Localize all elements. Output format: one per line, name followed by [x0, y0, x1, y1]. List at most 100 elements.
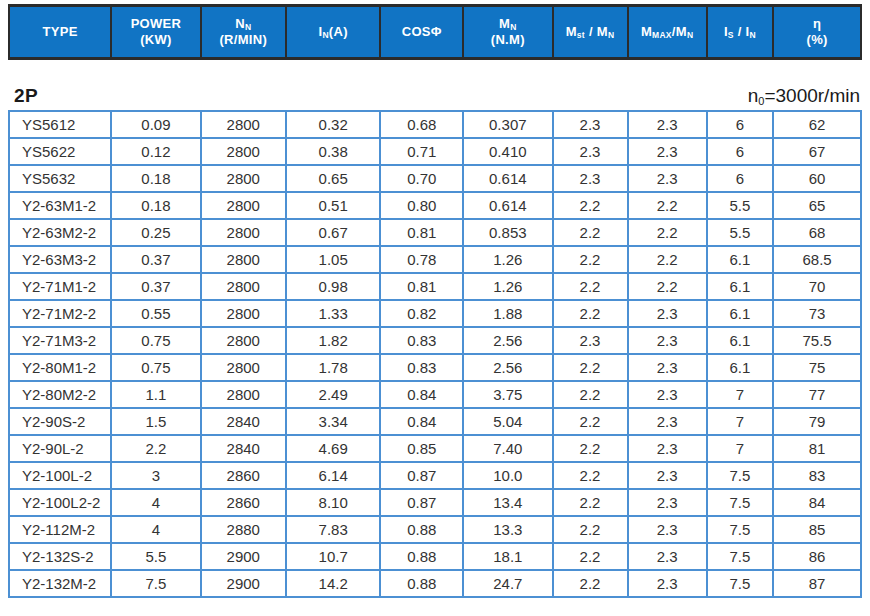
- value-cell: 2.2: [553, 543, 628, 570]
- value-cell: 0.81: [380, 219, 463, 246]
- value-cell: 2.3: [628, 435, 707, 462]
- value-cell: 62: [773, 111, 861, 138]
- value-cell: 2.2: [628, 246, 707, 273]
- value-cell: 0.85: [380, 435, 463, 462]
- col-header-power: POWER(KW): [111, 6, 200, 59]
- value-cell: 13.3: [463, 516, 552, 543]
- value-cell: 4: [111, 516, 200, 543]
- value-cell: 2.2: [628, 219, 707, 246]
- type-cell: YS5622: [9, 138, 111, 165]
- value-cell: 0.88: [380, 516, 463, 543]
- value-cell: 7.5: [707, 462, 773, 489]
- value-cell: 2900: [201, 543, 286, 570]
- value-cell: 2800: [201, 219, 286, 246]
- table-row: Y2-90L-22.228404.690.857.402.22.3781: [9, 435, 861, 462]
- value-cell: 2.3: [628, 543, 707, 570]
- col-header-rated-speed: NN(R/MIN): [201, 6, 286, 59]
- col-header-type: TYPE: [9, 6, 111, 59]
- value-cell: 87: [773, 570, 861, 597]
- value-cell: 0.51: [286, 192, 381, 219]
- value-cell: 2.3: [628, 138, 707, 165]
- type-cell: YS5612: [9, 111, 111, 138]
- value-cell: 2.3: [628, 327, 707, 354]
- value-cell: 2.56: [463, 354, 552, 381]
- value-cell: 0.410: [463, 138, 552, 165]
- value-cell: 2.2: [553, 192, 628, 219]
- table-row: Y2-100L-2328606.140.8710.02.22.37.583: [9, 462, 861, 489]
- value-cell: 2840: [201, 435, 286, 462]
- value-cell: 6.1: [707, 327, 773, 354]
- value-cell: 2.3: [628, 570, 707, 597]
- value-cell: 2.2: [553, 516, 628, 543]
- value-cell: 2840: [201, 408, 286, 435]
- type-cell: Y2-80M2-2: [9, 381, 111, 408]
- value-cell: 2.2: [553, 381, 628, 408]
- value-cell: 6.1: [707, 354, 773, 381]
- value-cell: 7.5: [707, 570, 773, 597]
- value-cell: 1.78: [286, 354, 381, 381]
- value-cell: 4.69: [286, 435, 381, 462]
- table-row: Y2-80M2-21.128002.490.843.752.22.3777: [9, 381, 861, 408]
- type-cell: Y2-63M3-2: [9, 246, 111, 273]
- type-cell: Y2-71M1-2: [9, 273, 111, 300]
- col-header-rated-current: IN(A): [286, 6, 381, 59]
- value-cell: 3: [111, 462, 200, 489]
- value-cell: 2800: [201, 138, 286, 165]
- type-cell: Y2-132S-2: [9, 543, 111, 570]
- value-cell: 24.7: [463, 570, 552, 597]
- table-row: Y2-71M3-20.7528001.820.832.562.32.36.175…: [9, 327, 861, 354]
- value-cell: 2880: [201, 516, 286, 543]
- value-cell: 5.5: [111, 543, 200, 570]
- value-cell: 7.5: [707, 489, 773, 516]
- table-row: YS56120.0928000.320.680.3072.32.3662: [9, 111, 861, 138]
- type-cell: Y2-71M2-2: [9, 300, 111, 327]
- value-cell: 0.84: [380, 408, 463, 435]
- value-cell: 2.3: [628, 381, 707, 408]
- value-cell: 60: [773, 165, 861, 192]
- table-row: Y2-80M1-20.7528001.780.832.562.22.36.175: [9, 354, 861, 381]
- value-cell: 2900: [201, 570, 286, 597]
- value-cell: 2800: [201, 165, 286, 192]
- value-cell: 1.26: [463, 273, 552, 300]
- value-cell: 0.18: [111, 192, 200, 219]
- value-cell: 6.1: [707, 300, 773, 327]
- value-cell: 6: [707, 138, 773, 165]
- value-cell: 7: [707, 435, 773, 462]
- value-cell: 67: [773, 138, 861, 165]
- spec-table-header: TYPEPOWER(KW)NN(R/MIN)IN(A)COSΦMN(N.M)Ms…: [8, 4, 862, 60]
- value-cell: 0.12: [111, 138, 200, 165]
- value-cell: 2.2: [553, 246, 628, 273]
- value-cell: 2.3: [628, 300, 707, 327]
- table-row: Y2-132S-25.5290010.70.8818.12.22.37.586: [9, 543, 861, 570]
- value-cell: 10.0: [463, 462, 552, 489]
- table-row: YS56220.1228000.380.710.4102.32.3667: [9, 138, 861, 165]
- value-cell: 68.5: [773, 246, 861, 273]
- type-cell: YS5632: [9, 165, 111, 192]
- value-cell: 0.80: [380, 192, 463, 219]
- value-cell: 10.7: [286, 543, 381, 570]
- value-cell: 7.83: [286, 516, 381, 543]
- table-row: Y2-63M2-20.2528000.670.810.8532.22.25.56…: [9, 219, 861, 246]
- value-cell: 79: [773, 408, 861, 435]
- value-cell: 2.3: [553, 327, 628, 354]
- col-header-efficiency: η(%): [773, 6, 861, 59]
- value-cell: 0.87: [380, 489, 463, 516]
- value-cell: 2.2: [553, 354, 628, 381]
- value-cell: 1.1: [111, 381, 200, 408]
- value-cell: 0.853: [463, 219, 552, 246]
- value-cell: 0.88: [380, 543, 463, 570]
- value-cell: 2.3: [628, 489, 707, 516]
- value-cell: 2800: [201, 246, 286, 273]
- value-cell: 0.38: [286, 138, 381, 165]
- value-cell: 3.34: [286, 408, 381, 435]
- value-cell: 0.37: [111, 273, 200, 300]
- type-cell: Y2-132M-2: [9, 570, 111, 597]
- value-cell: 7: [707, 381, 773, 408]
- value-cell: 81: [773, 435, 861, 462]
- value-cell: 1.5: [111, 408, 200, 435]
- type-cell: Y2-90L-2: [9, 435, 111, 462]
- value-cell: 0.81: [380, 273, 463, 300]
- section-strip: 2P n0=3000r/min: [8, 60, 862, 110]
- value-cell: 0.82: [380, 300, 463, 327]
- value-cell: 0.98: [286, 273, 381, 300]
